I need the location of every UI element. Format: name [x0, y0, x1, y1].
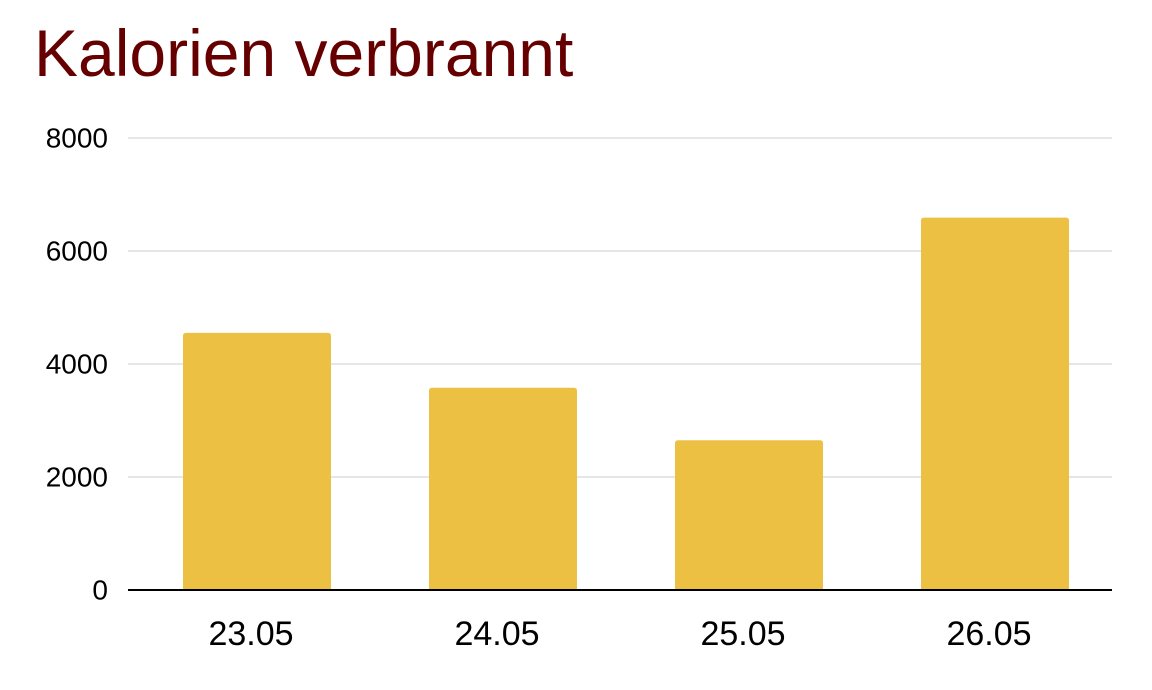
y-tick-label-4000: 4000: [46, 349, 108, 380]
bar-24.05: [429, 387, 577, 590]
bar-25.05: [675, 440, 823, 590]
y-tick-label-0: 0: [92, 575, 108, 606]
bar-23.05: [183, 332, 331, 590]
bars: [183, 217, 1069, 591]
y-tick-label-2000: 2000: [46, 462, 108, 493]
x-tick-label-24.05: 24.05: [454, 615, 539, 653]
x-tick-label-25.05: 25.05: [700, 615, 785, 653]
y-tick-label-8000: 8000: [46, 123, 108, 154]
chart-title: Kalorien verbrannt: [34, 16, 574, 90]
x-tick-label-26.05: 26.05: [946, 615, 1031, 653]
axis-labels: 0 2000 4000 6000 8000 23.05 24.05 25.05 26.05: [46, 123, 1032, 654]
bar-26.05: [921, 217, 1069, 591]
x-tick-label-23.05: 23.05: [208, 615, 293, 653]
y-tick-label-6000: 6000: [46, 236, 108, 267]
